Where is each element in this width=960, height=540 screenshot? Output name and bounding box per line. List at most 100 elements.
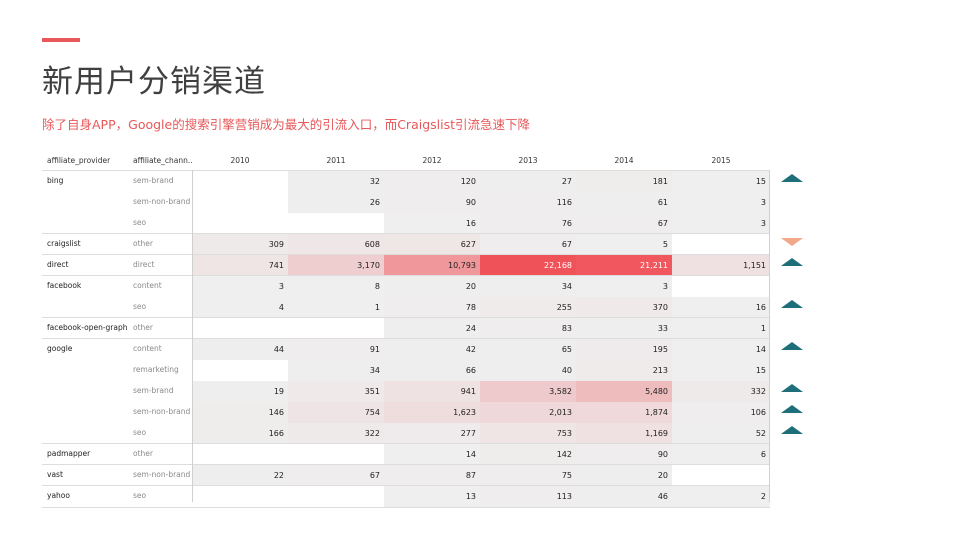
trend-up-icon xyxy=(781,342,803,350)
column-header: 2013 xyxy=(518,156,538,165)
row-provider: google xyxy=(47,344,73,353)
trend-up-icon xyxy=(781,405,803,413)
table-cell: 61 xyxy=(576,192,672,213)
row-channel: other xyxy=(133,239,153,248)
row-provider: direct xyxy=(47,260,69,269)
row-channel: seo xyxy=(133,302,147,311)
table-cell: 1 xyxy=(672,318,770,339)
table-cell: 627 xyxy=(384,234,480,255)
table-cell: 277 xyxy=(384,423,480,444)
table-cell: 22 xyxy=(192,465,288,486)
table-cell: 3 xyxy=(672,213,770,234)
table-cell: 166 xyxy=(192,423,288,444)
trend-arrows xyxy=(778,152,818,502)
row-divider xyxy=(42,464,770,465)
row-channel: other xyxy=(133,449,153,458)
table-cell: 32 xyxy=(288,171,384,192)
table-cell: 941 xyxy=(384,381,480,402)
table-cell: 6 xyxy=(672,444,770,465)
table-cell: 34 xyxy=(480,276,576,297)
table-cell: 20 xyxy=(384,276,480,297)
table-cell: 14 xyxy=(672,339,770,360)
table-cell: 753 xyxy=(480,423,576,444)
table-cell: 120 xyxy=(384,171,480,192)
table-cell: 1,151 xyxy=(672,255,770,276)
table-cell: 106 xyxy=(672,402,770,423)
trend-up-icon xyxy=(781,300,803,308)
table-cell: 15 xyxy=(672,360,770,381)
column-header: 2014 xyxy=(614,156,634,165)
trend-up-icon xyxy=(781,258,803,266)
table-cell: 2,013 xyxy=(480,402,576,423)
table-cell: 16 xyxy=(672,297,770,318)
table-cell: 8 xyxy=(288,276,384,297)
table-cell: 754 xyxy=(288,402,384,423)
table-cell: 34 xyxy=(288,360,384,381)
table-cell: 19 xyxy=(192,381,288,402)
table-cell: 3 xyxy=(672,192,770,213)
column-header: 2011 xyxy=(326,156,346,165)
table-cell: 67 xyxy=(576,213,672,234)
row-divider xyxy=(42,254,770,255)
table-cell: 90 xyxy=(576,444,672,465)
table-cell: 309 xyxy=(192,234,288,255)
table-cell: 24 xyxy=(384,318,480,339)
row-divider xyxy=(42,338,770,339)
table-cell: 20 xyxy=(576,465,672,486)
table-cell: 52 xyxy=(672,423,770,444)
table-cell: 44 xyxy=(192,339,288,360)
table-cell: 608 xyxy=(288,234,384,255)
accent-bar xyxy=(42,38,80,42)
row-provider: yahoo xyxy=(47,491,70,500)
table-cell: 33 xyxy=(576,318,672,339)
row-channel: content xyxy=(133,281,162,290)
table-cell: 46 xyxy=(576,486,672,507)
table-cell: 67 xyxy=(288,465,384,486)
table-cell: 741 xyxy=(192,255,288,276)
table-cell: 1,874 xyxy=(576,402,672,423)
table-cell: 83 xyxy=(480,318,576,339)
table-cell: 90 xyxy=(384,192,480,213)
table-cell: 195 xyxy=(576,339,672,360)
row-channel: seo xyxy=(133,491,147,500)
row-provider: facebook-open-graph xyxy=(47,323,128,332)
table-cell: 14 xyxy=(384,444,480,465)
table-cell: 5,480 xyxy=(576,381,672,402)
row-channel: sem-brand xyxy=(133,176,174,185)
row-channel: direct xyxy=(133,260,155,269)
table-cell: 116 xyxy=(480,192,576,213)
row-channel: remarketing xyxy=(133,365,179,374)
table-cell: 181 xyxy=(576,171,672,192)
page-title: 新用户分销渠道 xyxy=(42,64,266,100)
table-cell: 15 xyxy=(672,171,770,192)
page-subtitle: 除了自身APP，Google的搜索引擎营销成为最大的引流入口，而Craigsli… xyxy=(42,117,531,132)
table-cell: 21,211 xyxy=(576,255,672,276)
row-provider: padmapper xyxy=(47,449,91,458)
row-channel: other xyxy=(133,323,153,332)
row-channel: sem-non-brand xyxy=(133,197,191,206)
column-header: 2015 xyxy=(711,156,731,165)
table-cell: 27 xyxy=(480,171,576,192)
table-cell: 10,793 xyxy=(384,255,480,276)
table-cell: 13 xyxy=(384,486,480,507)
column-divider xyxy=(769,170,770,502)
column-header: 2010 xyxy=(230,156,250,165)
column-header: affiliate_chann.. xyxy=(133,156,192,165)
row-channel: seo xyxy=(133,218,147,227)
table-cell: 40 xyxy=(480,360,576,381)
table-cell: 75 xyxy=(480,465,576,486)
row-provider: facebook xyxy=(47,281,82,290)
table-cell: 76 xyxy=(480,213,576,234)
table-cell: 1,623 xyxy=(384,402,480,423)
table-cell: 66 xyxy=(384,360,480,381)
table-cell: 1 xyxy=(288,297,384,318)
table-cell: 22,168 xyxy=(480,255,576,276)
table-cell: 322 xyxy=(288,423,384,444)
table-cell: 3 xyxy=(192,276,288,297)
column-header: 2012 xyxy=(422,156,442,165)
table-cell: 4 xyxy=(192,297,288,318)
row-channel: sem-brand xyxy=(133,386,174,395)
table-cell: 3,582 xyxy=(480,381,576,402)
table-cell: 332 xyxy=(672,381,770,402)
column-divider xyxy=(192,170,193,502)
